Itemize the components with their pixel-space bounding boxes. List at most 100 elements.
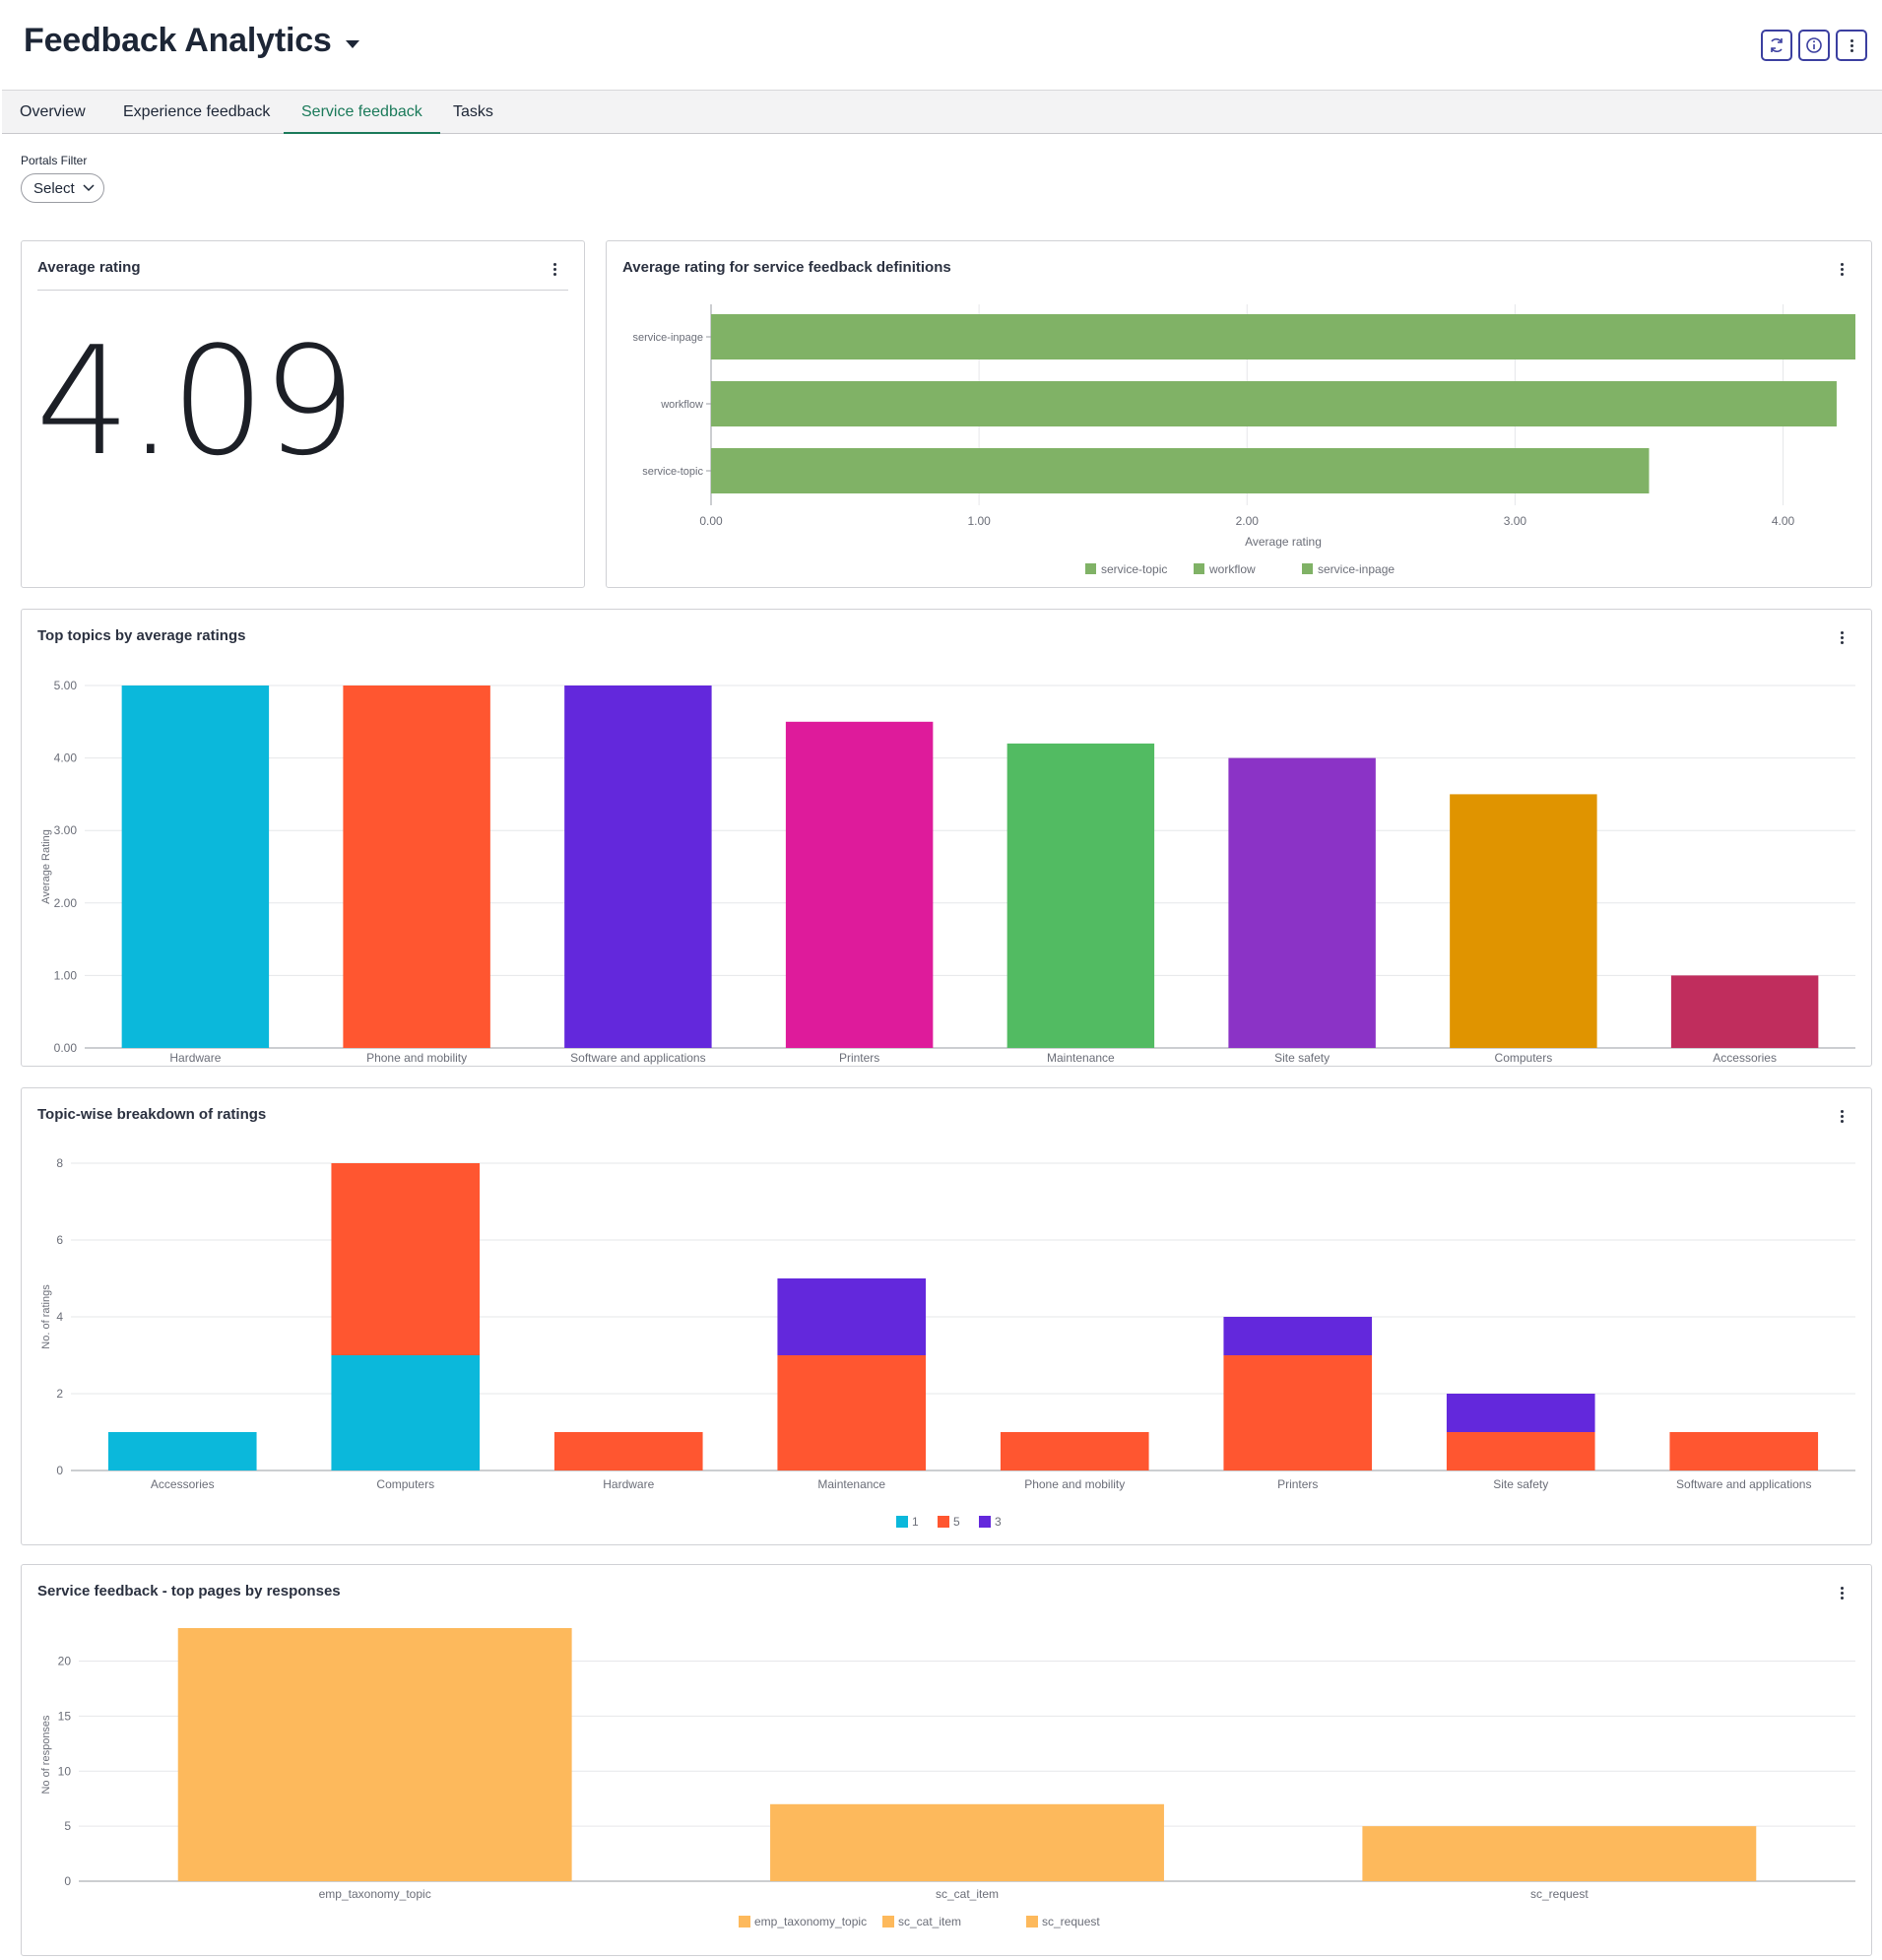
x-tick-label: Computers	[376, 1477, 434, 1491]
card-menu-icon[interactable]	[545, 259, 564, 279]
dashboard-title-dropdown[interactable]: Feedback Analytics	[24, 22, 359, 60]
x-tick-label: 4.00	[1772, 514, 1795, 528]
x-tick-label: Hardware	[603, 1477, 654, 1491]
legend-swatch	[1194, 563, 1204, 574]
chevron-down-icon	[345, 39, 359, 48]
tab-service-feedback[interactable]: Service feedback	[284, 91, 440, 134]
x-tick-label: Maintenance	[817, 1477, 885, 1491]
y-tick-label: 0.00	[54, 1041, 78, 1055]
legend-label: 5	[953, 1515, 960, 1529]
bar-site-safety-rating-5	[1446, 1432, 1595, 1470]
topic-breakdown-chart-title: Topic-wise breakdown of ratings	[37, 1106, 267, 1123]
top-topics-card: Top topics by average ratings 0.00 1.00 2.…	[21, 609, 1872, 1067]
card-menu-icon[interactable]	[1832, 1106, 1851, 1126]
bar-hardware-rating-5	[553, 1432, 703, 1470]
bar-sc-request	[1362, 1826, 1757, 1881]
refresh-button[interactable]	[1761, 30, 1792, 61]
x-tick-label: Maintenance	[1047, 1051, 1115, 1065]
y-axis-label: No of responses	[40, 1715, 52, 1795]
portals-filter-select[interactable]: Select	[21, 173, 104, 203]
bar-computers-rating-5	[331, 1163, 481, 1355]
more-options-button[interactable]	[1836, 30, 1867, 61]
top-pages-chart-title: Service feedback - top pages by response…	[37, 1583, 341, 1600]
y-tick-label: 3.00	[54, 823, 78, 837]
bar-computers-rating-1	[331, 1355, 481, 1470]
tab-overview[interactable]: Overview	[20, 103, 86, 120]
y-axis-label: No. of ratings	[40, 1284, 52, 1349]
y-tick-label: 8	[56, 1156, 63, 1170]
legend-label: service-inpage	[1318, 562, 1395, 576]
x-tick-label: Printers	[839, 1051, 879, 1065]
tab-tasks[interactable]: Tasks	[453, 103, 493, 120]
refresh-icon	[1771, 37, 1783, 53]
bar-accessories	[1670, 975, 1819, 1048]
x-tick-label: Computers	[1495, 1051, 1553, 1065]
x-tick-label: Site safety	[1274, 1051, 1330, 1065]
y-tick-label: 2.00	[54, 896, 78, 910]
legend-swatch	[896, 1516, 908, 1528]
card-menu-icon[interactable]	[1832, 259, 1851, 279]
legend-label: service-topic	[1101, 562, 1167, 576]
bar-site-safety-rating-3	[1446, 1394, 1595, 1432]
x-tick-label: 1.00	[967, 514, 991, 528]
definitions-chart-title: Average rating for service feedback defi…	[622, 259, 951, 276]
bar-sc-cat-item	[770, 1803, 1164, 1881]
average-rating-value: 4.09	[35, 314, 357, 489]
x-tick-label: emp_taxonomy_topic	[319, 1887, 431, 1901]
average-rating-title: Average rating	[37, 259, 141, 276]
x-tick-label: Site safety	[1493, 1477, 1548, 1491]
y-tick-label: 4	[56, 1310, 63, 1324]
tab-bar: Overview Experience feedback Service fee…	[2, 90, 1882, 134]
bar-maintenance	[1006, 743, 1155, 1048]
top-pages-bar-chart: 0 5 10 15 20 emp_taxonomy_topic sc_cat_item sc_…	[40, 1628, 1855, 1928]
y-tick-label: 6	[56, 1233, 63, 1247]
bar-maintenance-rating-5	[777, 1355, 927, 1470]
top-topics-chart-title: Top topics by average ratings	[37, 627, 246, 644]
bar-service-topic	[711, 448, 1650, 493]
topic-breakdown-stacked-chart: 0 2 4 6 8 Accessories Computers Hardware Mainten…	[40, 1156, 1855, 1529]
info-button[interactable]	[1798, 30, 1830, 61]
bar-printers-rating-3	[1223, 1317, 1373, 1355]
portals-filter-label: Portals Filter	[21, 154, 88, 167]
legend-swatch	[882, 1916, 894, 1927]
legend-swatch	[739, 1916, 750, 1927]
definitions-rating-card: Average rating for service feedback defi…	[606, 240, 1872, 588]
card-menu-icon[interactable]	[1832, 627, 1851, 647]
y-tick-label: workflow	[660, 399, 703, 411]
x-tick-label: Phone and mobility	[1024, 1477, 1125, 1491]
x-tick-label: 2.00	[1236, 514, 1260, 528]
top-topics-bar-chart: 0.00 1.00 2.00 3.00 4.00 5.00 Hardware Phone an…	[40, 679, 1855, 1065]
bar-maintenance-rating-3	[777, 1278, 927, 1355]
legend-label: sc_cat_item	[898, 1915, 961, 1928]
tab-experience-feedback[interactable]: Experience feedback	[123, 103, 271, 120]
card-divider	[37, 290, 568, 291]
kebab-icon	[1842, 35, 1861, 55]
x-tick-label: 3.00	[1504, 514, 1527, 528]
legend-label: 3	[995, 1515, 1002, 1529]
legend-swatch	[938, 1516, 949, 1528]
bar-accessories-rating-1	[107, 1432, 257, 1470]
x-tick-label: Accessories	[151, 1477, 215, 1491]
x-axis-label: Average rating	[1245, 535, 1322, 549]
card-menu-icon[interactable]	[1832, 1583, 1851, 1602]
y-tick-label: 2	[56, 1387, 63, 1401]
x-tick-label: Accessories	[1713, 1051, 1777, 1065]
legend-swatch	[1302, 563, 1313, 574]
bar-software-and-applications	[564, 686, 712, 1048]
average-rating-card: Average rating 4.09	[21, 240, 585, 588]
y-tick-label: 0	[64, 1874, 71, 1888]
portals-filter-value: Select	[33, 179, 75, 197]
bar-printers	[785, 721, 934, 1048]
bar-phone-and-mobility	[343, 686, 490, 1048]
legend-label: workflow	[1208, 562, 1256, 576]
legend-swatch	[1026, 1916, 1038, 1927]
bar-site-safety	[1228, 757, 1376, 1048]
y-tick-label: 5.00	[54, 679, 78, 692]
chevron-down-icon	[83, 184, 95, 192]
x-tick-label: Hardware	[169, 1051, 221, 1065]
topic-breakdown-card: Topic-wise breakdown of ratings 0 2 4 6 8 Acc…	[21, 1087, 1872, 1545]
y-tick-label: 15	[58, 1709, 72, 1723]
y-tick-label: 1.00	[54, 968, 78, 982]
bar-software-and-applications-rating-5	[1669, 1432, 1819, 1470]
y-tick-label: 5	[64, 1819, 71, 1833]
